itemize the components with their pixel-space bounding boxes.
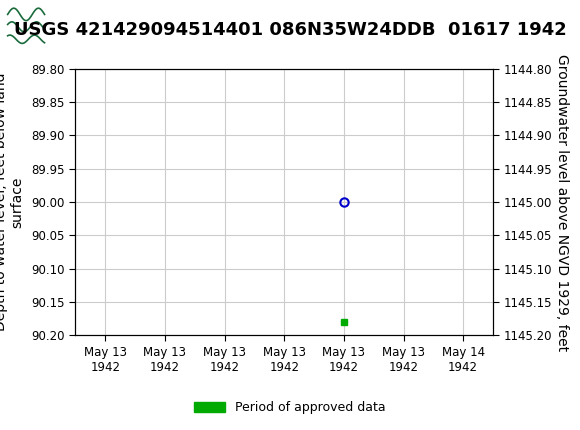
Text: ≡USGS: ≡USGS: [17, 16, 104, 36]
Y-axis label: Depth to water level, feet below land
surface: Depth to water level, feet below land su…: [0, 73, 24, 332]
Legend: Period of approved data: Period of approved data: [189, 396, 391, 419]
Text: USGS 421429094514401 086N35W24DDB  01617 1942: USGS 421429094514401 086N35W24DDB 01617 …: [13, 21, 567, 39]
Y-axis label: Groundwater level above NGVD 1929, feet: Groundwater level above NGVD 1929, feet: [554, 54, 569, 350]
Text: USGS: USGS: [81, 16, 145, 36]
